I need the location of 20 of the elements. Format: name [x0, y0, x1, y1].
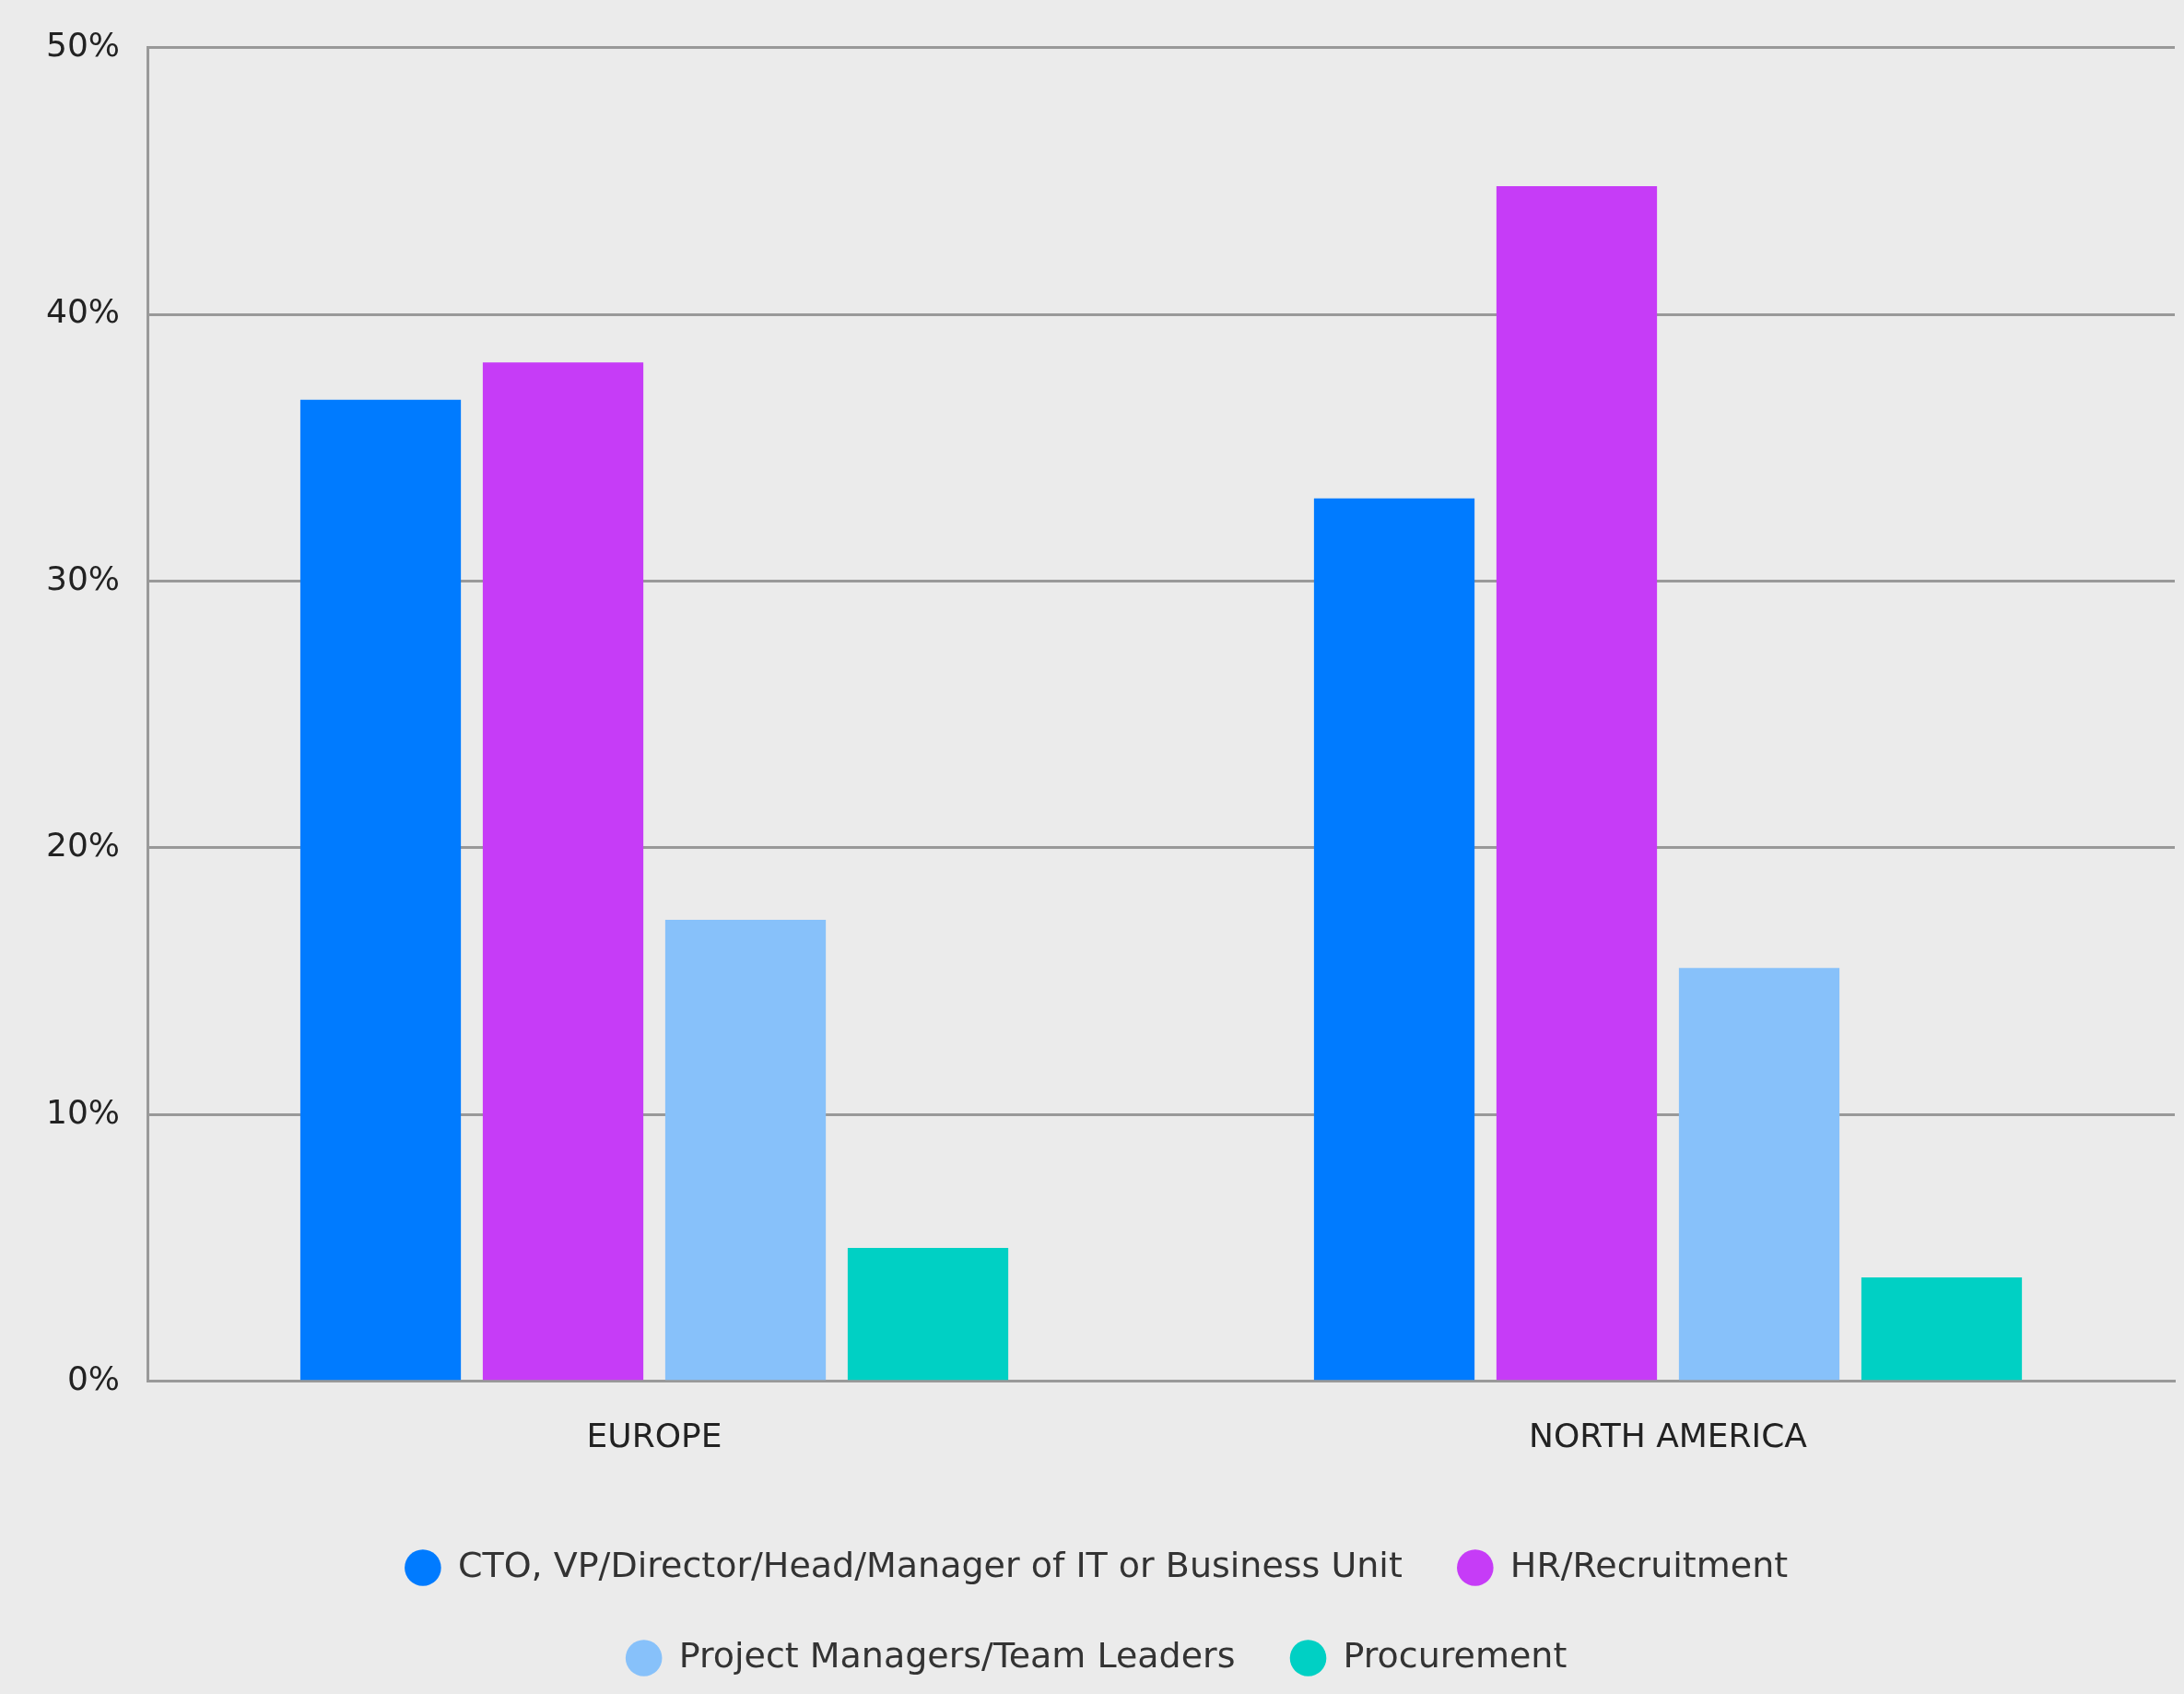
y-tick-label: 10% — [46, 1092, 121, 1131]
bar — [482, 362, 644, 1381]
x-tick-label: NORTH AMERICA — [1529, 1416, 1808, 1454]
legend-label: Project Managers/Team Leaders — [678, 1634, 1236, 1676]
x-tick-label: EUROPE — [586, 1416, 722, 1454]
y-tick-label: 0% — [66, 1359, 121, 1398]
bar — [847, 1248, 1009, 1381]
y-tick-label: 40% — [46, 292, 121, 331]
y-tick-label: 50% — [46, 25, 121, 64]
legend-label: HR/Recruitment — [1509, 1544, 1789, 1585]
legend-label: CTO, VP/Director/Head/Manager of IT or Business Unit — [457, 1544, 1403, 1585]
y-tick-label: 30% — [46, 559, 121, 597]
legend-label: Procurement — [1343, 1634, 1568, 1676]
bar — [1861, 1276, 2023, 1381]
bar — [1313, 498, 1475, 1381]
bar — [299, 399, 462, 1381]
bar — [1496, 186, 1658, 1381]
bar — [1678, 968, 1840, 1381]
y-tick-label: 20% — [46, 826, 121, 865]
bar — [664, 920, 827, 1381]
